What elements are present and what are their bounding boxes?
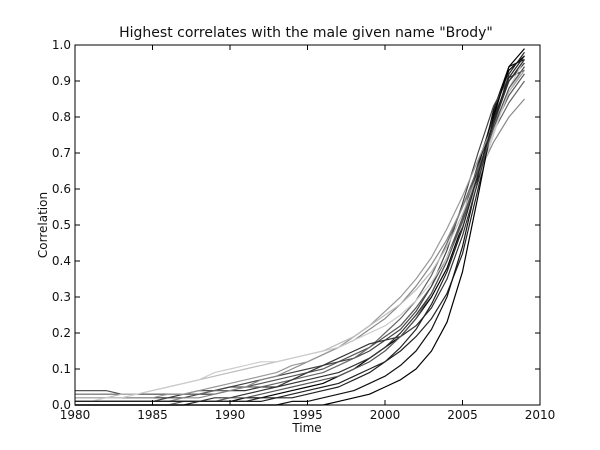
x-tick-label: 1990 bbox=[215, 408, 246, 422]
series-line-9 bbox=[75, 69, 525, 399]
y-tick-label: 0.0 bbox=[52, 398, 71, 412]
x-tick-label: 1985 bbox=[137, 408, 168, 422]
series-line-14 bbox=[75, 66, 525, 406]
x-tick-label: 1995 bbox=[292, 408, 323, 422]
y-tick-label: 0.3 bbox=[52, 290, 71, 304]
y-tick-label: 0.8 bbox=[52, 110, 71, 124]
x-tick-label: 2000 bbox=[370, 408, 401, 422]
series-line-15 bbox=[75, 55, 525, 402]
y-tick-label: 1.0 bbox=[52, 38, 71, 52]
plot-frame bbox=[74, 44, 541, 406]
y-tick-label: 0.2 bbox=[52, 326, 71, 340]
y-tick-label: 0.9 bbox=[52, 74, 71, 88]
series-line-2 bbox=[75, 51, 525, 406]
x-tick-label: 1980 bbox=[60, 408, 91, 422]
series-line-7 bbox=[75, 80, 525, 395]
y-tick-label: 0.5 bbox=[52, 218, 71, 232]
series-lines bbox=[75, 48, 526, 406]
y-tick-label: 0.4 bbox=[52, 254, 71, 268]
series-line-1 bbox=[75, 55, 525, 402]
series-line-11 bbox=[75, 59, 526, 402]
x-tick-label: 2010 bbox=[525, 408, 556, 422]
y-axis: 0.0 0.1 0.2 0.3 0.4 0.5 0.6 0.7 0.8 0.9 1.0 bbox=[52, 38, 540, 412]
y-tick-label: 0.6 bbox=[52, 182, 71, 196]
x-axis: 1980 1985 1990 1995 2000 2005 2010 bbox=[60, 45, 556, 422]
y-tick-label: 0.1 bbox=[52, 362, 71, 376]
x-tick-label: 2005 bbox=[447, 408, 478, 422]
y-tick-label: 0.7 bbox=[52, 146, 71, 160]
chart-title: Highest correlates with the male given n… bbox=[119, 25, 493, 41]
y-axis-label: Correlation bbox=[36, 192, 50, 258]
x-axis-label: Time bbox=[291, 421, 321, 435]
